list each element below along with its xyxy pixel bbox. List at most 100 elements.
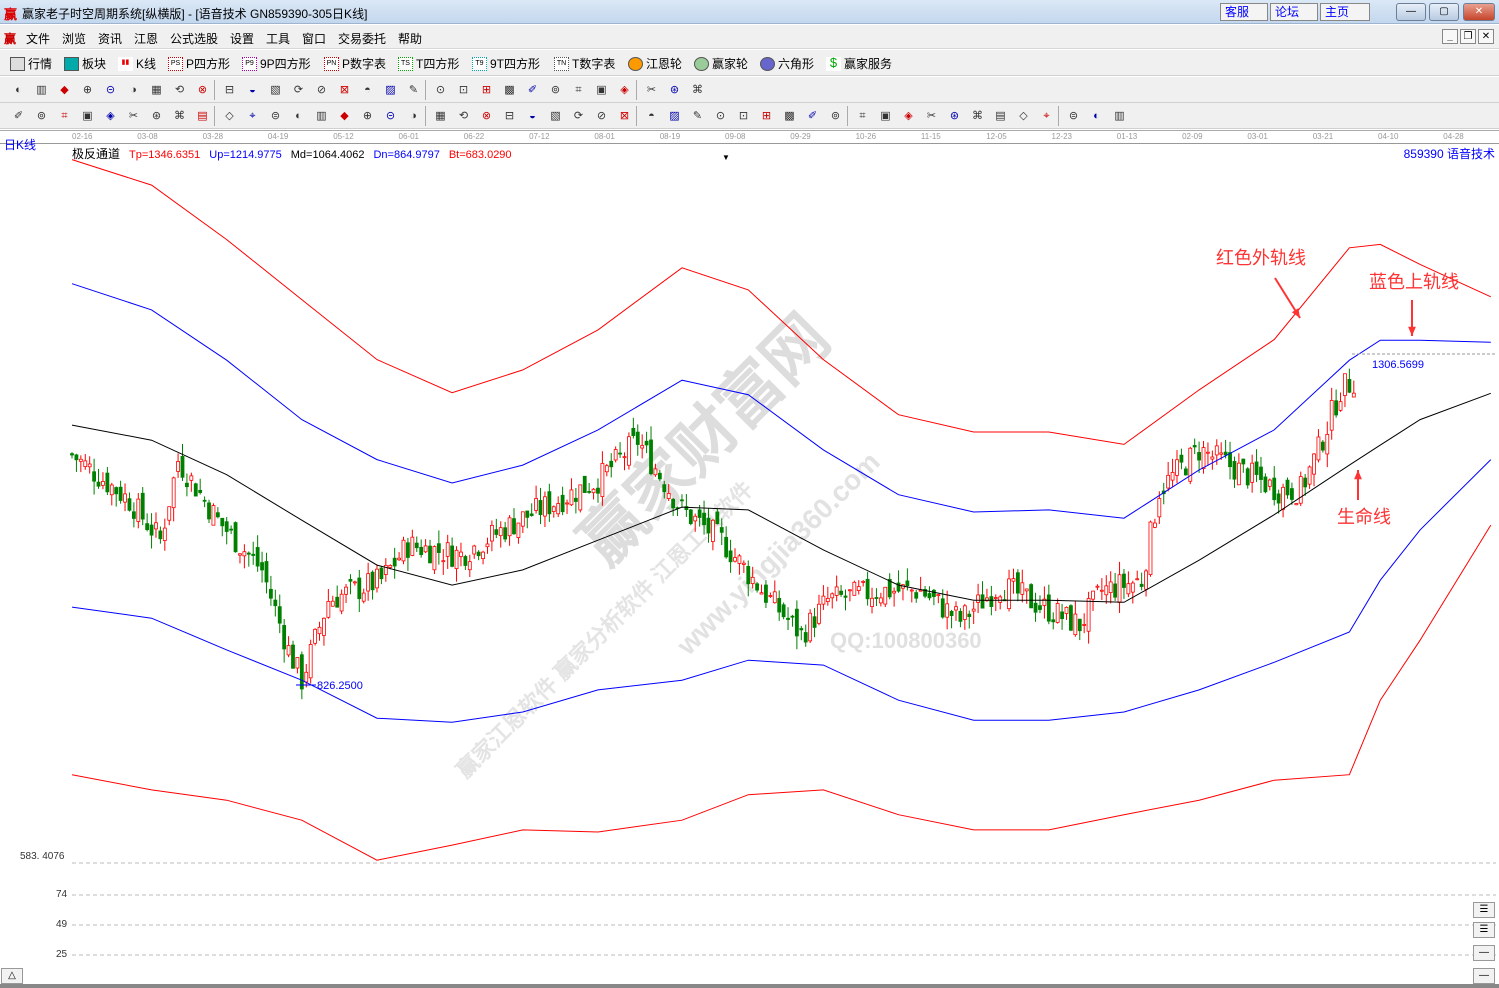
forum-link[interactable]: 论坛 xyxy=(1270,3,1318,21)
drawing-tool-icon[interactable]: ⟳ xyxy=(293,84,304,96)
menu-trade[interactable]: 交易委托 xyxy=(338,32,387,46)
drawing-tool-icon[interactable]: ⊘ xyxy=(316,84,327,96)
drawing-tool-icon[interactable]: ▥ xyxy=(36,84,47,96)
analysis-tool-icon[interactable]: ▣ xyxy=(82,110,93,122)
analysis-tool-icon[interactable]: ✐ xyxy=(807,110,818,122)
drawing-tool-icon[interactable]: ⊙ xyxy=(435,84,446,96)
analysis-tool-icon[interactable]: ⊡ xyxy=(738,110,749,122)
drawing-tool-icon[interactable]: ⊚ xyxy=(550,84,561,96)
homepage-link[interactable]: 主页 xyxy=(1320,3,1370,21)
analysis-tool-icon[interactable]: ▣ xyxy=(880,110,891,122)
mdi-minimize-button[interactable]: _ xyxy=(1442,29,1458,44)
drawing-tool-icon[interactable]: ▣ xyxy=(596,84,607,96)
analysis-tool-icon[interactable]: ◈ xyxy=(106,110,115,122)
menu-settings[interactable]: 设置 xyxy=(230,32,255,46)
drawing-tool-icon[interactable]: ⊞ xyxy=(481,84,492,96)
toolbar-button-winner-wheel[interactable]: 赢家轮 xyxy=(694,55,748,72)
scroll-up-button[interactable]: △ xyxy=(1,968,23,984)
analysis-tool-icon[interactable]: ◒ xyxy=(529,110,536,122)
analysis-tool-icon[interactable]: ▧ xyxy=(550,110,561,122)
analysis-tool-icon[interactable]: ◐ xyxy=(1093,110,1100,122)
analysis-tool-icon[interactable]: ⊛ xyxy=(151,110,162,122)
panel-button[interactable]: ☰ xyxy=(1473,902,1495,918)
mdi-close-button[interactable]: ✕ xyxy=(1478,29,1494,44)
analysis-tool-icon[interactable]: ⌖ xyxy=(249,110,256,122)
analysis-tool-icon[interactable]: ◓ xyxy=(648,110,655,122)
analysis-tool-icon[interactable]: ⊗ xyxy=(481,110,492,122)
drawing-tool-icon[interactable]: ◑ xyxy=(130,84,137,96)
drawing-tool-icon[interactable]: ⊝ xyxy=(105,84,116,96)
toolbar-button-pn[interactable]: PN P数字表 xyxy=(324,55,386,72)
drawing-tool-icon[interactable]: ▦ xyxy=(151,84,162,96)
drawing-tool-icon[interactable]: ◒ xyxy=(249,84,256,96)
drawing-tool-icon[interactable]: ◆ xyxy=(60,84,69,96)
analysis-tool-icon[interactable]: ◑ xyxy=(410,110,417,122)
drawing-tool-icon[interactable]: ▩ xyxy=(504,84,515,96)
drawing-tool-icon[interactable]: ◓ xyxy=(364,84,371,96)
analysis-tool-icon[interactable]: ⊚ xyxy=(830,110,841,122)
analysis-tool-icon[interactable]: ◇ xyxy=(1019,110,1028,122)
drawing-tool-icon[interactable]: ⊠ xyxy=(339,84,350,96)
analysis-tool-icon[interactable]: ▨ xyxy=(669,110,680,122)
analysis-tool-icon[interactable]: ▥ xyxy=(1114,110,1125,122)
analysis-tool-icon[interactable]: ▦ xyxy=(435,110,446,122)
toolbar-button-hexagon[interactable]: 六角形 xyxy=(760,55,814,72)
drawing-tool-icon[interactable]: ⊟ xyxy=(224,84,235,96)
analysis-tool-icon[interactable]: ⊜ xyxy=(1068,110,1079,122)
analysis-tool-icon[interactable]: ✐ xyxy=(13,110,24,122)
toolbar-button-kline[interactable]: ▮▮ K线 xyxy=(118,55,156,72)
panel-button[interactable]: ☰ xyxy=(1473,922,1495,938)
menu-file[interactable]: 文件 xyxy=(26,32,51,46)
toolbar-button-dollar[interactable]: $ 赢家服务 xyxy=(826,55,892,72)
drawing-tool-icon[interactable]: ⟲ xyxy=(174,84,185,96)
analysis-tool-icon[interactable]: ⊟ xyxy=(504,110,515,122)
analysis-tool-icon[interactable]: ⊜ xyxy=(270,110,281,122)
drawing-tool-icon[interactable]: ✎ xyxy=(408,84,419,96)
panel-button[interactable]: — xyxy=(1473,968,1495,984)
analysis-tool-icon[interactable]: ⊚ xyxy=(36,110,47,122)
toolbar-button-blocks[interactable]: 板块 xyxy=(64,55,106,72)
analysis-tool-icon[interactable]: ◆ xyxy=(340,110,349,122)
analysis-tool-icon[interactable]: ⌖ xyxy=(1043,110,1050,122)
analysis-tool-icon[interactable]: ◈ xyxy=(904,110,913,122)
minimize-button[interactable]: — xyxy=(1396,3,1426,21)
analysis-tool-icon[interactable]: ⌗ xyxy=(859,110,866,122)
drawing-tool-icon[interactable]: ⊡ xyxy=(458,84,469,96)
analysis-tool-icon[interactable]: ◐ xyxy=(295,110,302,122)
drawing-tool-icon[interactable]: ⊛ xyxy=(669,84,680,96)
analysis-tool-icon[interactable]: ⊞ xyxy=(761,110,772,122)
dropdown-arrow-icon[interactable]: ▼ xyxy=(722,153,730,162)
close-button[interactable]: ✕ xyxy=(1463,3,1495,21)
analysis-tool-icon[interactable]: ⊙ xyxy=(715,110,726,122)
menu-window[interactable]: 窗口 xyxy=(302,32,327,46)
menu-browse[interactable]: 浏览 xyxy=(62,32,87,46)
customer-service-link[interactable]: 客服 xyxy=(1220,3,1268,21)
menu-tools[interactable]: 工具 xyxy=(266,32,291,46)
analysis-tool-icon[interactable]: ✂ xyxy=(926,110,937,122)
toolbar-button-p9[interactable]: P9 9P四方形 xyxy=(242,55,311,72)
analysis-tool-icon[interactable]: ⊠ xyxy=(619,110,630,122)
period-label[interactable]: 日K线 xyxy=(4,138,37,152)
analysis-tool-icon[interactable]: ⌘ xyxy=(972,110,983,122)
menu-news[interactable]: 资讯 xyxy=(98,32,123,46)
analysis-tool-icon[interactable]: ⊕ xyxy=(362,110,373,122)
toolbar-button-quotes-table[interactable]: 行情 xyxy=(10,55,52,72)
analysis-tool-icon[interactable]: ⊝ xyxy=(385,110,396,122)
analysis-tool-icon[interactable]: ▩ xyxy=(784,110,795,122)
analysis-tool-icon[interactable]: ✂ xyxy=(128,110,139,122)
toolbar-button-ts[interactable]: TS T四方形 xyxy=(398,55,459,72)
panel-button[interactable]: — xyxy=(1473,945,1495,961)
drawing-tool-icon[interactable]: ⌘ xyxy=(692,84,703,96)
toolbar-button-ps[interactable]: PS P四方形 xyxy=(168,55,230,72)
drawing-tool-icon[interactable]: ✐ xyxy=(527,84,538,96)
toolbar-button-t9[interactable]: T9 9T四方形 xyxy=(472,55,540,72)
mdi-restore-button[interactable]: ❐ xyxy=(1460,29,1476,44)
analysis-tool-icon[interactable]: ⊘ xyxy=(596,110,607,122)
drawing-tool-icon[interactable]: ⌗ xyxy=(575,84,582,96)
menu-gann[interactable]: 江恩 xyxy=(134,32,159,46)
analysis-tool-icon[interactable]: ▤ xyxy=(197,110,208,122)
drawing-tool-icon[interactable]: ✂ xyxy=(646,84,657,96)
analysis-tool-icon[interactable]: ⌗ xyxy=(61,110,68,122)
analysis-tool-icon[interactable]: ▥ xyxy=(316,110,327,122)
